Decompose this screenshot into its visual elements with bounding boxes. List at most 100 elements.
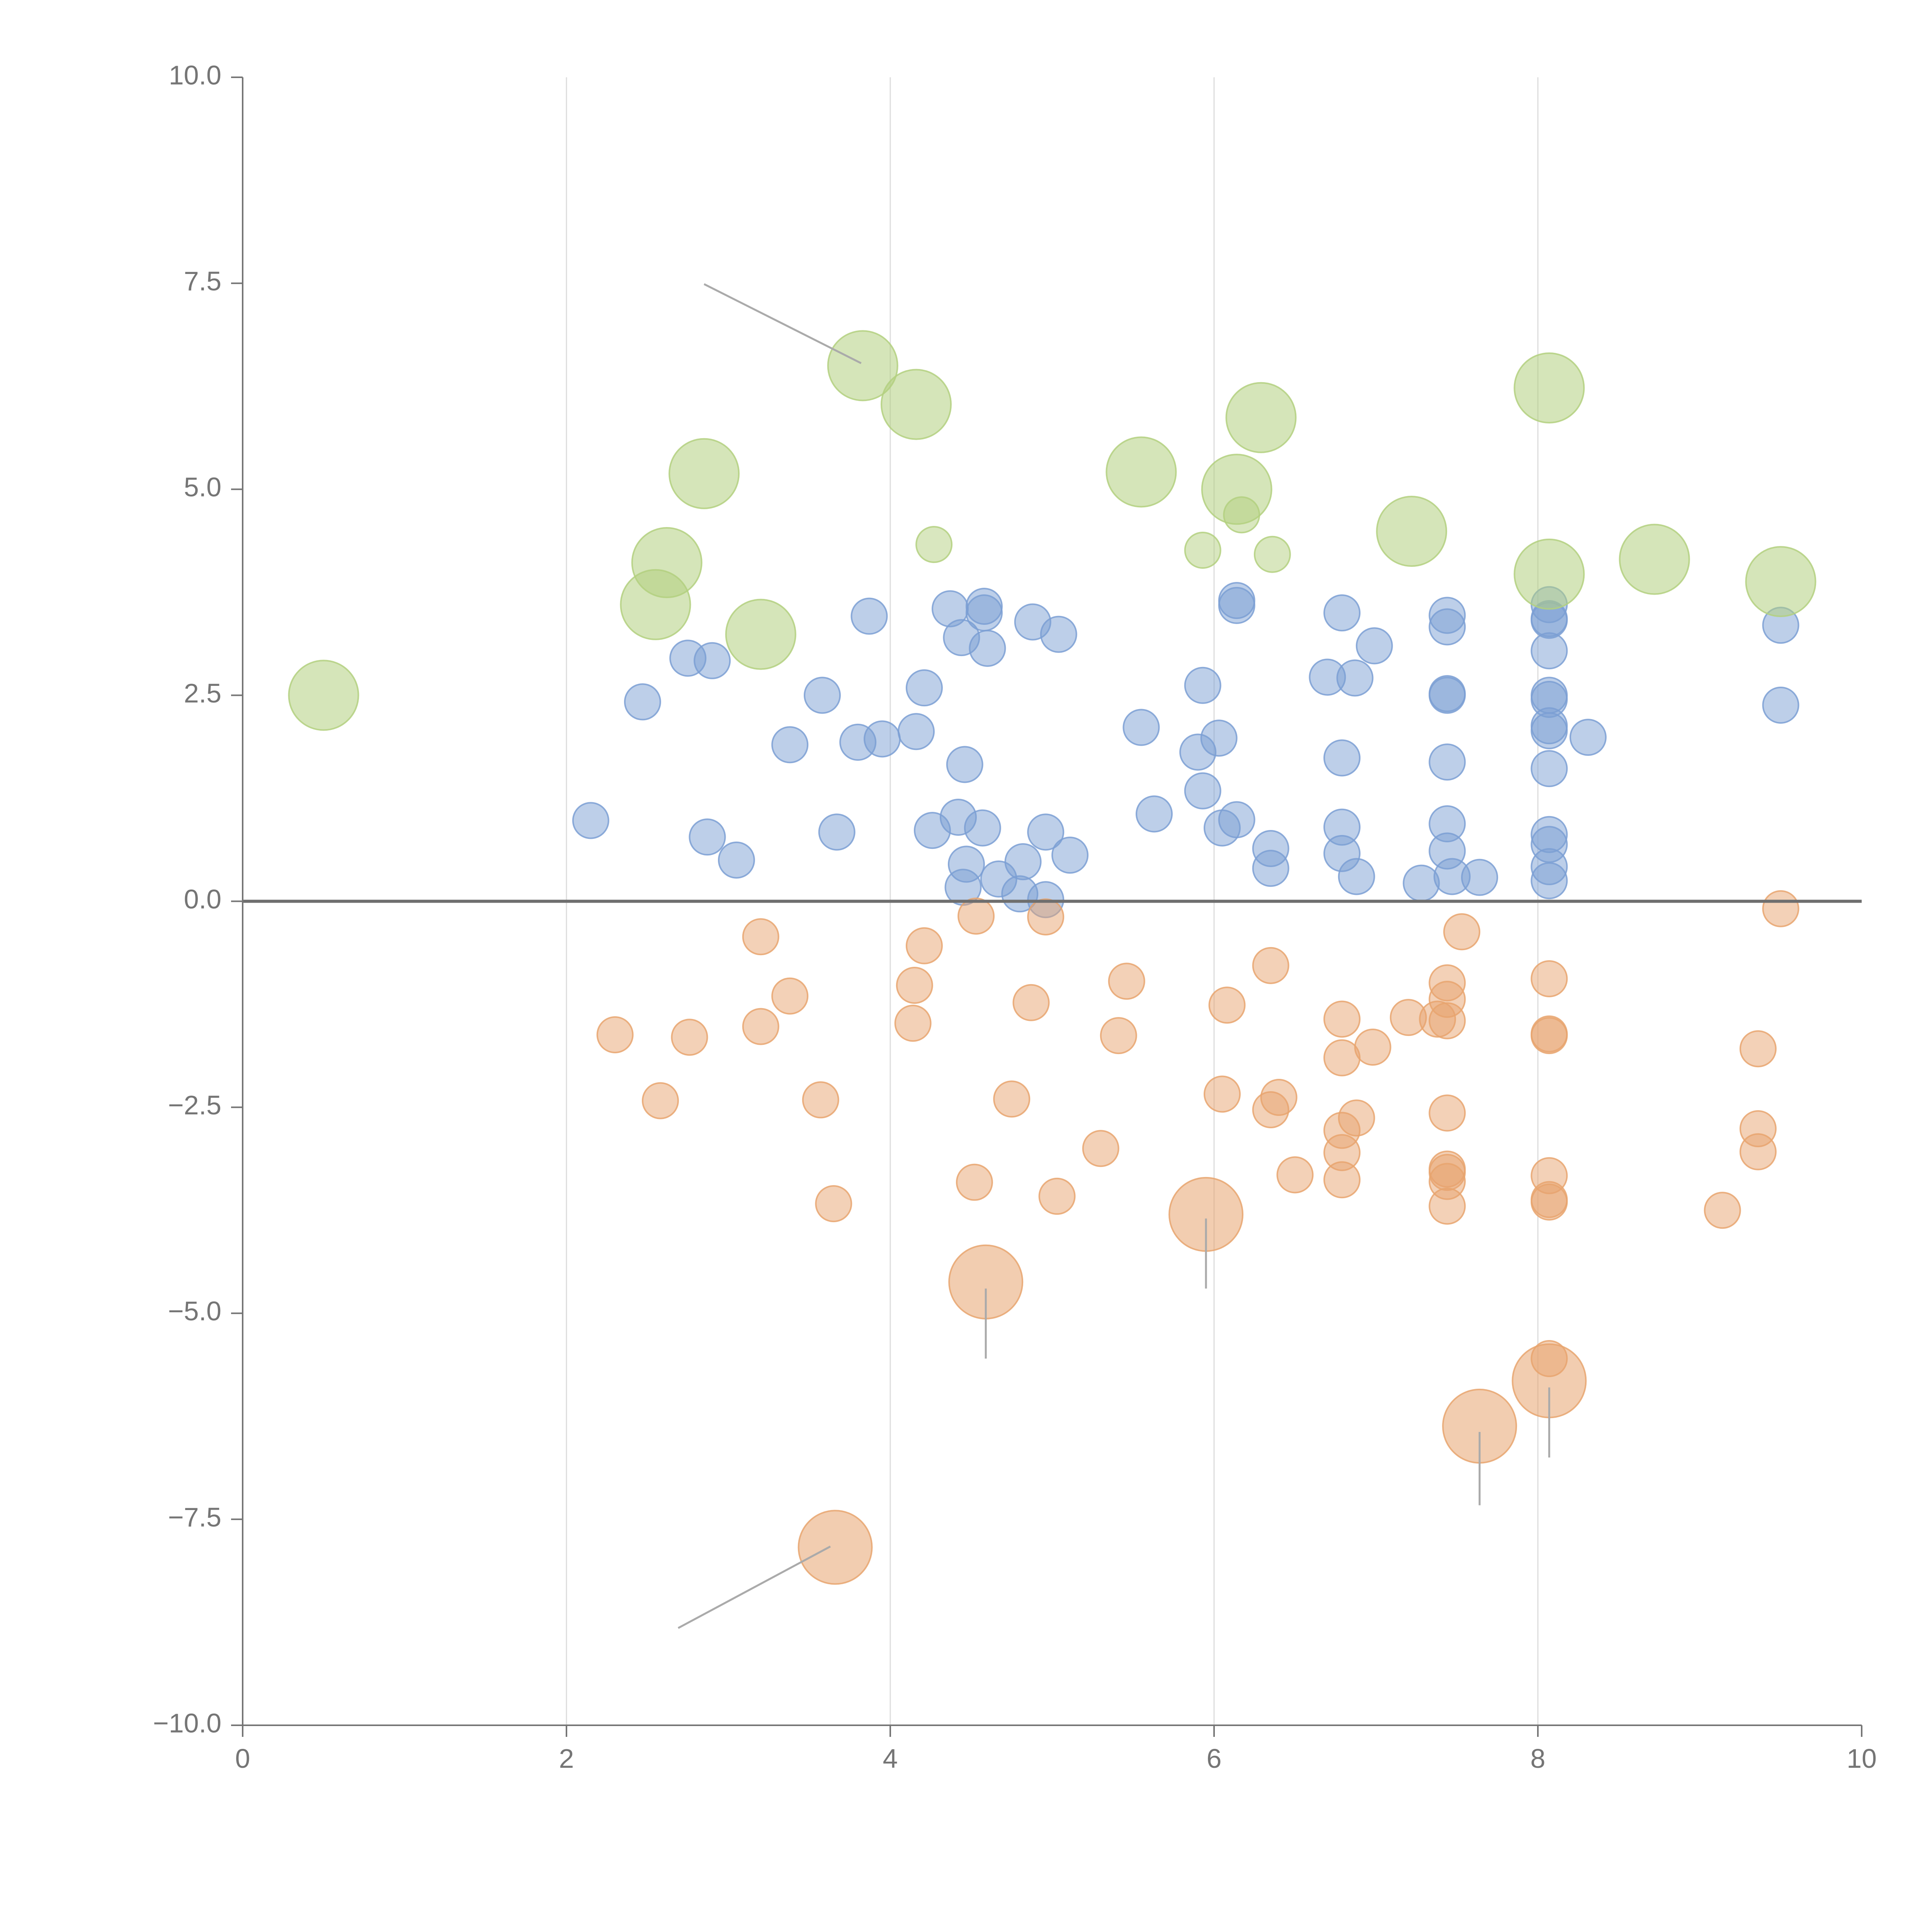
bubble-green-14 (1745, 546, 1816, 617)
bubble-orange-4 (798, 1510, 873, 1585)
point-blue-40 (1218, 801, 1255, 838)
point-blue-76 (1569, 719, 1607, 756)
point-orange-4 (742, 1008, 779, 1045)
point-blue-10 (850, 597, 888, 635)
point-orange-1 (642, 1082, 679, 1119)
point-orange-32 (1354, 1028, 1391, 1066)
point-orange-54 (1739, 1133, 1777, 1170)
point-blue-37 (1184, 667, 1221, 704)
point-blue-24 (969, 629, 1006, 667)
bubble-green-6 (881, 369, 952, 440)
point-blue-52 (1355, 627, 1393, 665)
x-tick-label-4: 8 (1531, 1743, 1546, 1774)
point-orange-12 (957, 897, 995, 935)
point-orange-14 (1012, 984, 1050, 1021)
bubble-green-11 (1514, 352, 1585, 423)
point-orange-6 (802, 1081, 839, 1119)
point-blue-34 (1135, 795, 1173, 833)
point-blue-62 (1461, 859, 1498, 896)
leader-layer (677, 283, 1550, 1629)
point-blue-20 (947, 845, 985, 883)
point-orange-9 (896, 967, 933, 1004)
point-orange-51 (1704, 1192, 1741, 1229)
x-tick-label-0: 0 (235, 1743, 250, 1774)
point-orange-30 (1323, 1161, 1361, 1199)
point-green-0 (915, 526, 953, 563)
point-orange-52 (1739, 1030, 1777, 1068)
point-blue-11 (864, 720, 901, 758)
point-blue-70 (1531, 712, 1568, 750)
point-blue-36 (1184, 772, 1221, 810)
y-tick-label-7: 7.5 (184, 266, 221, 296)
point-blue-78 (1762, 686, 1799, 724)
bubble-green-7 (1105, 436, 1177, 508)
point-orange-7 (815, 1185, 852, 1223)
bubble-green-9 (1225, 382, 1297, 453)
point-blue-21 (964, 809, 1001, 847)
point-orange-0 (596, 1016, 634, 1053)
point-orange-25 (1276, 1156, 1314, 1194)
point-orange-16 (1038, 1177, 1076, 1215)
y-tick-label-1: −7.5 (168, 1502, 221, 1532)
x-tick-label-1: 2 (559, 1743, 574, 1774)
point-orange-24 (1260, 1079, 1298, 1116)
point-orange-31 (1338, 1099, 1375, 1137)
point-orange-10 (905, 927, 943, 964)
point-orange-55 (1762, 890, 1799, 927)
y-tick-label-0: −10.0 (153, 1708, 221, 1738)
point-blue-51 (1338, 858, 1375, 895)
point-orange-46 (1531, 1017, 1568, 1054)
point-blue-5 (718, 841, 755, 879)
bubble-green-0 (288, 660, 359, 731)
point-blue-46 (1323, 594, 1361, 632)
point-blue-23 (966, 588, 1003, 625)
point-orange-5 (771, 977, 809, 1015)
x-tick-label-5: 10 (1847, 1743, 1877, 1774)
bubble-green-10 (1376, 496, 1447, 567)
point-orange-26 (1323, 1000, 1361, 1038)
point-orange-37 (1429, 1002, 1466, 1039)
point-blue-32 (1051, 837, 1089, 874)
point-blue-6 (771, 726, 809, 764)
point-layer (288, 330, 1816, 1585)
point-blue-31 (1040, 616, 1077, 653)
point-blue-47 (1323, 739, 1361, 777)
point-orange-49 (1531, 1183, 1568, 1221)
y-tick-label-8: 10.0 (169, 60, 221, 90)
bubble-green-2 (631, 527, 702, 599)
y-tick-label-4: 0.0 (184, 884, 221, 914)
point-orange-42 (1429, 1187, 1466, 1225)
point-blue-44 (1252, 850, 1289, 887)
point-orange-8 (894, 1005, 932, 1042)
bubble-green-4 (725, 599, 796, 670)
point-orange-11 (956, 1163, 993, 1201)
point-blue-58 (1429, 743, 1466, 781)
bubble-green-12 (1514, 538, 1585, 610)
point-blue-33 (1122, 709, 1160, 746)
bubble-green-3 (668, 438, 740, 509)
point-orange-43 (1443, 913, 1481, 951)
bubble-green-8 (1201, 454, 1272, 525)
point-orange-18 (1100, 1017, 1137, 1054)
point-orange-44 (1531, 960, 1568, 997)
point-blue-66 (1531, 632, 1568, 670)
y-tick-label-2: −5.0 (168, 1296, 221, 1326)
point-blue-27 (1004, 843, 1042, 881)
point-orange-2 (671, 1019, 708, 1056)
point-blue-29 (1027, 813, 1065, 851)
point-orange-38 (1429, 1094, 1466, 1132)
point-blue-50 (1336, 659, 1374, 697)
point-blue-53 (1403, 864, 1440, 902)
point-blue-55 (1429, 608, 1466, 646)
point-green-3 (1253, 536, 1291, 573)
leader-line-0 (704, 283, 862, 364)
bubble-green-5 (827, 330, 898, 401)
point-orange-3 (742, 918, 779, 956)
bubble-green-13 (1619, 524, 1690, 595)
y-tick-label-3: −2.5 (168, 1090, 221, 1120)
point-blue-13 (905, 669, 943, 707)
x-tick-label-2: 4 (883, 1743, 898, 1774)
point-orange-20 (1203, 1075, 1241, 1113)
point-blue-71 (1531, 750, 1568, 787)
